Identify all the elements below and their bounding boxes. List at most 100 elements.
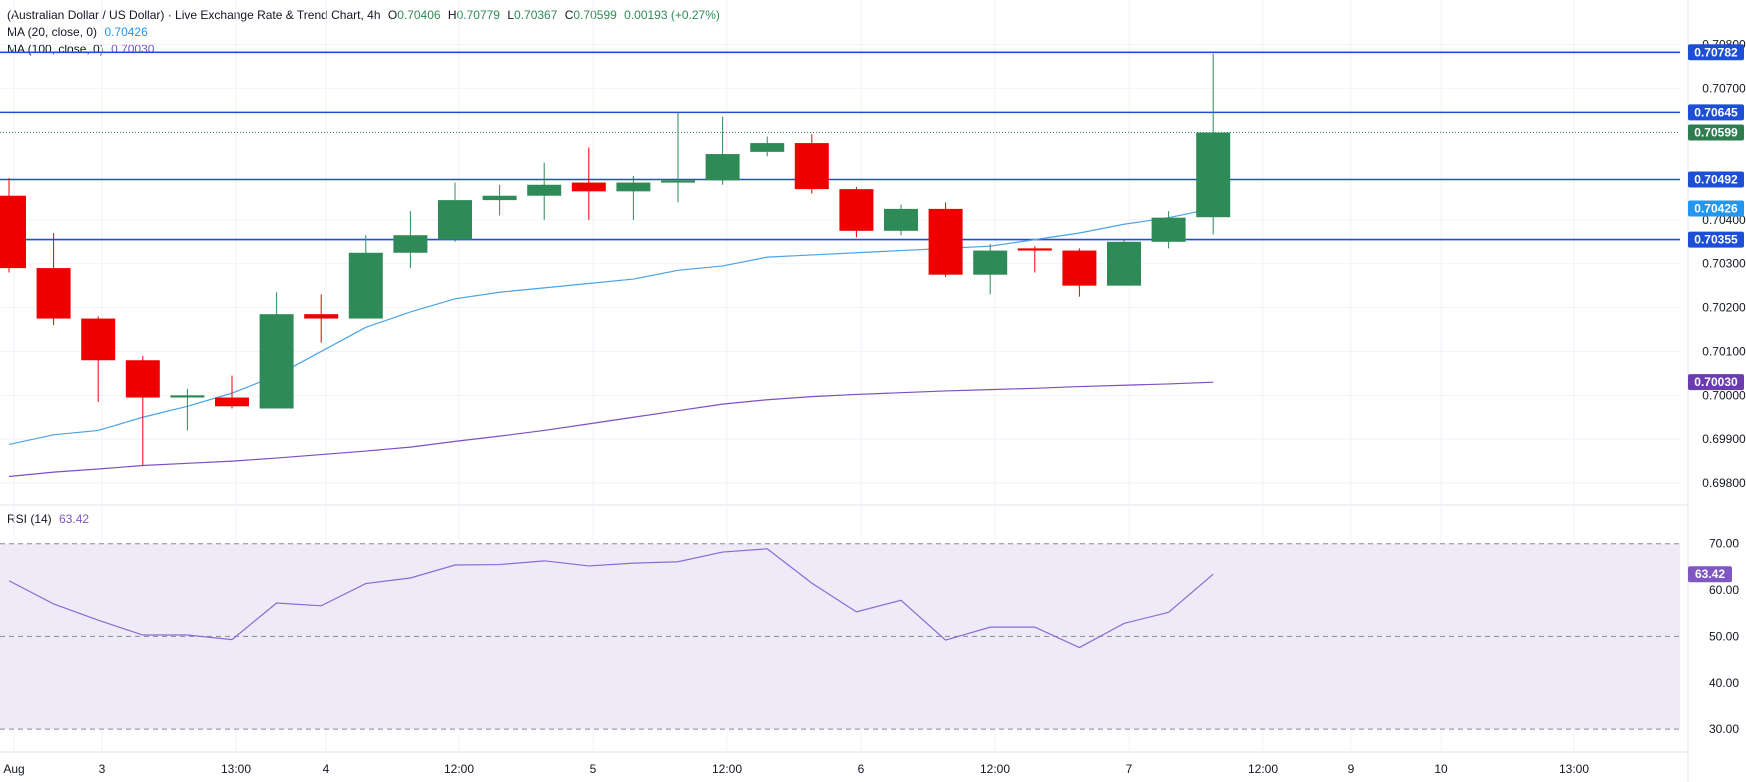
candle: [259, 292, 294, 409]
x-tick-label: 13:00: [221, 762, 251, 776]
ma20-legend[interactable]: MA (20, close, 0) 0.70426: [7, 25, 148, 39]
price-tag: 0.70492: [1688, 171, 1744, 188]
candle-body: [1017, 248, 1052, 251]
candle-body: [705, 154, 740, 181]
candle: [794, 134, 829, 194]
price-tag-text: 0.70355: [1694, 233, 1738, 247]
candle: [393, 211, 428, 269]
candle-body: [839, 189, 874, 231]
rsi-tick-label: 60.00: [1709, 583, 1739, 597]
rsi-tick-label: 30.00: [1709, 722, 1739, 736]
candle: [482, 184, 517, 216]
change-value: 0.00193 (+0.27%): [624, 8, 720, 22]
candle: [1107, 239, 1141, 286]
candle: [750, 136, 785, 157]
symbol-title: (Australian Dollar / US Dollar) · Live E…: [7, 8, 381, 22]
rsi-label: RSI (14): [7, 512, 52, 526]
candle-body: [215, 397, 249, 407]
price-tag: 0.70030: [1688, 374, 1744, 391]
price-tick-label: 0.70000: [1702, 388, 1746, 402]
candle-body: [393, 235, 428, 253]
candle: [438, 182, 472, 242]
axes: Aug 3 13:00 4 12:00 5 12:00 6 12:00 7 12:00 9 10 13:0…: [3, 37, 1746, 776]
candle-body: [1107, 241, 1141, 286]
candle-body: [170, 395, 205, 398]
high-value: 0.70779: [456, 8, 500, 22]
price-tag: 0.70426: [1688, 200, 1744, 217]
x-tick-label: 13:00: [1559, 762, 1589, 776]
chart-header-title-row: (Australian Dollar / US Dollar) · Live E…: [7, 8, 720, 22]
candle: [1151, 211, 1186, 249]
candle: [170, 388, 205, 431]
rsi-legend[interactable]: RSI (14) 63.42: [7, 512, 89, 526]
x-tick-label: 3: [99, 762, 106, 776]
candle-body: [348, 252, 383, 319]
high-label: H: [447, 8, 457, 22]
rsi-panel: [0, 543, 1680, 730]
ma100-line: [8, 381, 1214, 478]
price-tick-label: 0.69900: [1702, 432, 1746, 446]
rsi-tick-label: 40.00: [1709, 676, 1739, 690]
candle: [215, 375, 249, 409]
candle: [705, 116, 740, 185]
price-tag-box: [1688, 124, 1744, 141]
rsi-tag-text: 63.42: [1695, 567, 1725, 581]
candle: [1196, 53, 1231, 235]
x-tick-label: 12:00: [980, 762, 1010, 776]
moving-averages: [8, 207, 1214, 478]
price-tick-label: 0.70700: [1702, 81, 1746, 95]
support-resistance-lines: [0, 51, 1680, 241]
close-label: C: [564, 8, 574, 22]
candle: [125, 355, 160, 466]
candle: [304, 294, 339, 343]
price-tags: 0.70782 0.70645 0.70599 0.70492 0.70426 0.703…: [1688, 44, 1744, 583]
x-tick-label: 4: [323, 762, 330, 776]
x-tick-label: 5: [590, 762, 597, 776]
price-tag: 0.70645: [1688, 104, 1744, 121]
candle: [616, 175, 651, 220]
candle-body: [1062, 250, 1097, 286]
price-tag: 0.70599: [1688, 124, 1744, 141]
candle: [884, 204, 918, 236]
candle-body: [36, 268, 71, 319]
rsi-tick-label: 70.00: [1709, 537, 1739, 551]
low-value: 0.70367: [514, 8, 558, 22]
rsi-tag-box: [1688, 566, 1732, 583]
price-tick-label: 0.70200: [1702, 301, 1746, 315]
candle: [571, 147, 606, 220]
open-value: 0.70406: [397, 8, 441, 22]
ma20-label: MA (20, close, 0): [7, 25, 98, 39]
price-tag-box: [1688, 374, 1744, 391]
candle-body: [0, 195, 26, 269]
price-tag-box: [1688, 200, 1744, 217]
price-tag-text: 0.70782: [1694, 45, 1738, 59]
candle-body: [1196, 132, 1231, 218]
candle-body: [794, 143, 829, 190]
candle-body: [661, 180, 695, 183]
candle: [1017, 246, 1052, 273]
price-tag-box: [1688, 231, 1744, 248]
candle-body: [304, 314, 339, 319]
price-tag-text: 0.70426: [1694, 201, 1738, 215]
ma20-value: 0.70426: [104, 25, 148, 39]
candle-body: [527, 184, 562, 196]
price-tick-label: 0.69800: [1702, 476, 1746, 490]
price-tag-text: 0.70599: [1694, 126, 1738, 140]
ma20-line: [8, 207, 1214, 446]
candle: [973, 243, 1008, 295]
price-tag-box: [1688, 171, 1744, 188]
candle-body: [928, 208, 963, 275]
candle: [1062, 248, 1097, 297]
candle-body: [438, 200, 472, 240]
candle: [36, 233, 71, 326]
price-tick-label: 0.70300: [1702, 257, 1746, 271]
open-label: O: [387, 8, 398, 22]
rsi-value: 63.42: [59, 512, 90, 526]
candle-body: [571, 182, 606, 192]
candle-body: [81, 318, 116, 361]
price-tag: 0.70782: [1688, 44, 1744, 61]
x-tick-label: 10: [1434, 762, 1448, 776]
x-tick-label: 9: [1348, 762, 1355, 776]
price-tag-text: 0.70492: [1694, 173, 1738, 187]
